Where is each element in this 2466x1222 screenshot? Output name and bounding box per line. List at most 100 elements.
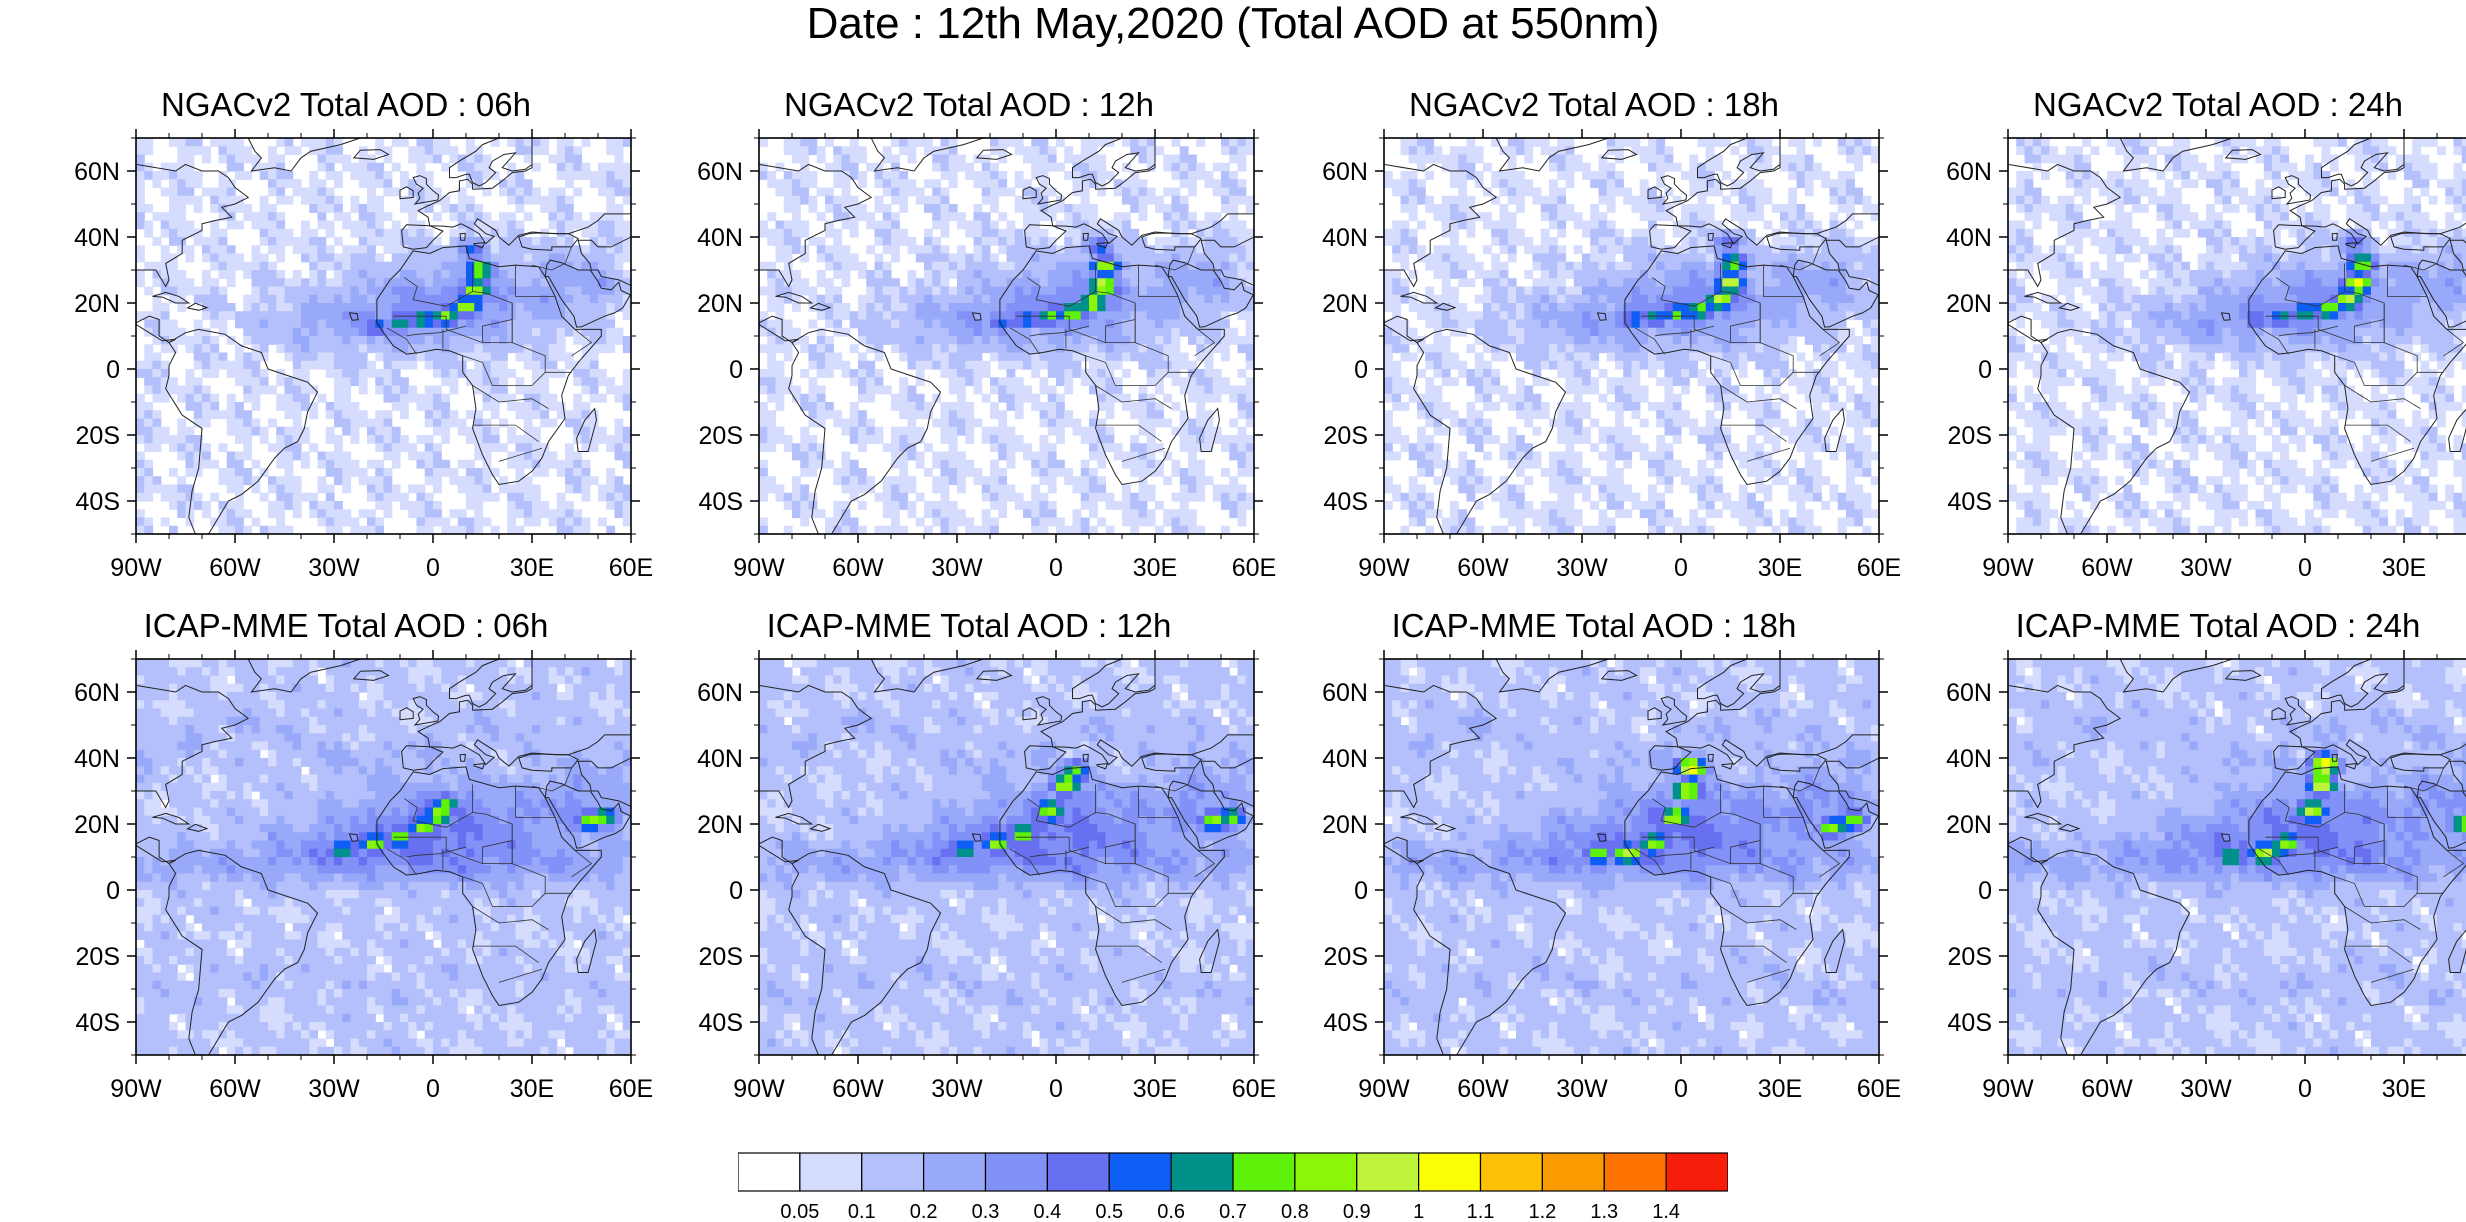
aod-cell: [1714, 187, 1723, 197]
aod-cell: [325, 195, 335, 205]
aod-cell: [523, 393, 533, 403]
aod-cell: [816, 336, 826, 345]
aod-cell: [1590, 278, 1600, 288]
aod-cell: [441, 418, 451, 428]
aod-cell: [416, 253, 426, 263]
aod-cell: [882, 171, 892, 180]
aod-cell: [800, 451, 810, 461]
aod-cell: [998, 212, 1008, 222]
aod-cell: [1031, 253, 1041, 263]
aod-cell: [940, 410, 950, 420]
aod-cell: [457, 509, 467, 519]
aod-cell: [589, 443, 599, 453]
aod-cell: [849, 410, 859, 420]
aod-cell: [1829, 195, 1839, 205]
aod-cell: [614, 327, 624, 337]
aod-cell: [1113, 220, 1123, 230]
aod-cell: [185, 369, 195, 378]
aod-cell: [474, 410, 484, 420]
aod-cell: [391, 393, 401, 403]
aod-cell: [1656, 146, 1666, 156]
aod-cell: [866, 344, 876, 354]
aod-cell: [808, 237, 818, 246]
aod-cell: [1862, 204, 1872, 213]
aod-cell: [573, 435, 583, 444]
aod-cell: [1384, 278, 1393, 288]
aod-cell: [907, 245, 917, 255]
aod-cell: [556, 492, 566, 502]
aod-cell: [515, 327, 525, 337]
aod-cell: [816, 410, 826, 420]
aod-cell: [981, 509, 991, 519]
aod-cell: [202, 509, 211, 519]
aod-cell: [1582, 228, 1591, 238]
aod-cell: [548, 195, 558, 205]
aod-cell: [1549, 245, 1558, 255]
aod-cell: [614, 476, 624, 486]
aod-cell: [160, 393, 170, 403]
aod-cell: [400, 195, 409, 205]
aod-cell: [210, 369, 220, 378]
aod-cell: [276, 179, 286, 189]
aod-cell: [1813, 253, 1822, 263]
aod-cell: [284, 435, 294, 444]
aod-cell: [849, 517, 859, 527]
aod-cell: [259, 311, 269, 321]
aod-cell: [1039, 253, 1049, 263]
aod-cell: [1821, 303, 1831, 312]
aod-cell: [957, 245, 966, 255]
aod-cell: [424, 253, 434, 263]
aod-cell: [1648, 187, 1657, 197]
aod-cell: [825, 311, 834, 321]
aod-cell: [358, 286, 368, 296]
aod-cell: [169, 195, 178, 205]
aod-cell: [342, 154, 352, 164]
aod-cell: [598, 319, 607, 329]
aod-cell: [383, 294, 393, 304]
aod-cell: [1862, 270, 1872, 279]
aod-cell: [433, 443, 442, 453]
aod-cell: [1237, 303, 1247, 312]
aod-cell: [1122, 270, 1131, 279]
aod-cell: [152, 352, 162, 362]
aod-cell: [507, 319, 517, 329]
aod-cell: [1656, 195, 1666, 205]
aod-cell: [990, 286, 999, 296]
aod-cell: [1697, 261, 1707, 271]
aod-cell: [325, 286, 335, 296]
aod-cell: [1516, 228, 1525, 238]
aod-cell: [1788, 253, 1798, 263]
aod-cell: [800, 245, 810, 255]
aod-cell: [548, 369, 558, 378]
aod-cell: [800, 492, 810, 502]
aod-cell: [177, 171, 187, 180]
aod-cell: [301, 237, 310, 246]
aod-cell: [532, 484, 541, 494]
aod-cell: [1499, 294, 1509, 304]
aod-cell: [375, 410, 385, 420]
aod-cell: [400, 204, 409, 213]
aod-cell: [1615, 179, 1624, 189]
aod-cell: [202, 443, 211, 453]
aod-cell: [998, 468, 1008, 477]
aod-cell: [515, 171, 525, 180]
aod-cell: [1722, 138, 1732, 147]
aod-cell: [408, 146, 418, 156]
aod-cell: [1433, 204, 1443, 213]
aod-cell: [160, 311, 170, 321]
aod-cell: [1122, 319, 1131, 329]
aod-cell: [1179, 327, 1189, 337]
aod-cell: [1023, 336, 1032, 345]
aod-cell: [1854, 286, 1864, 296]
aod-cell: [1113, 179, 1123, 189]
aod-cell: [1171, 509, 1181, 519]
aod-cell: [523, 212, 533, 222]
aod-cell: [1080, 311, 1090, 321]
aod-cell: [342, 344, 352, 354]
aod-cell: [899, 187, 909, 197]
aod-cell: [523, 286, 533, 296]
aod-cell: [907, 303, 917, 312]
aod-cell: [375, 270, 385, 279]
aod-cell: [589, 410, 599, 420]
aod-cell: [1450, 204, 1459, 213]
